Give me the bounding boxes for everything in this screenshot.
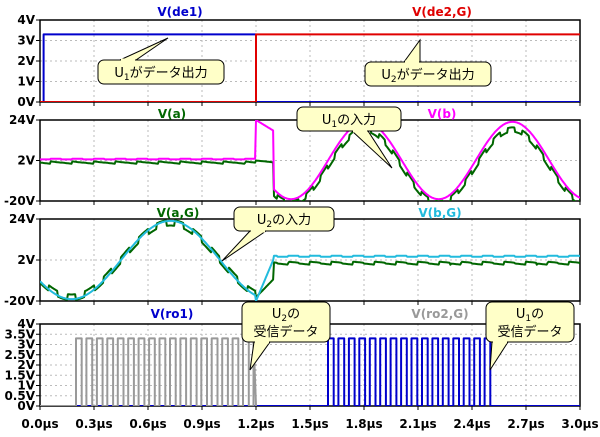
- callout-de-1: U2がデータ出力: [364, 38, 492, 87]
- callout-pointer: [403, 38, 421, 63]
- x-tick-label-0: 0.0µs: [21, 417, 58, 431]
- y-tick-label: 4V: [17, 13, 35, 27]
- callout-text: U2の入力: [257, 213, 311, 230]
- series-line-v-de1-: [40, 33, 580, 102]
- traces-de: [40, 33, 580, 102]
- callout-text: U2の: [272, 307, 300, 324]
- x-tick-label-1: 0.3µs: [75, 417, 112, 431]
- callout-join: [255, 340, 269, 344]
- callout-join: [405, 60, 419, 64]
- series-line-v-b-g-: [40, 219, 580, 301]
- x-tick-label-7: 2.1µs: [399, 417, 436, 431]
- callout-text: U1がデータ出力: [114, 65, 207, 83]
- series-label-v-a-: V(a): [158, 107, 186, 121]
- x-tick-label-4: 1.2µs: [237, 417, 274, 431]
- callout-join: [493, 340, 507, 344]
- x-tick-label-3: 0.9µs: [183, 417, 220, 431]
- y-tick-label: 0.5V: [4, 389, 35, 403]
- callout-join: [121, 58, 135, 62]
- callout-join: [353, 129, 367, 133]
- x-tick-label-6: 1.8µs: [345, 417, 382, 431]
- series-label-v-b-: V(b): [428, 107, 457, 121]
- y-tick-label: 2V: [17, 154, 35, 168]
- callout-abG-0: U2の入力: [221, 206, 335, 262]
- y-tick-label: -20V: [4, 294, 36, 308]
- y-tick-label: 24V: [9, 212, 36, 226]
- series-label-v-de2-g-: V(de2,G): [412, 5, 472, 19]
- callout-box: [296, 106, 402, 132]
- series-line-v-ro2-g-: [40, 337, 257, 406]
- callout-box: [364, 61, 492, 87]
- callout-text: 受信データ: [253, 324, 318, 340]
- series-line-v-a-: [40, 126, 580, 201]
- callout-text: U1の入力: [322, 113, 376, 130]
- x-tick-label-5: 1.5µs: [291, 417, 328, 431]
- series-label-v-de1-: V(de1): [157, 5, 202, 19]
- series-label-v-b-g-: V(b,G): [418, 206, 461, 220]
- x-tick-label-10: 3.0µs: [561, 417, 598, 431]
- y-tick-label: 2.5V: [4, 348, 35, 362]
- series-line-v-de2-g-: [40, 33, 580, 102]
- callout-text: U1の: [516, 307, 544, 324]
- panel-abG: 24V 2V -20V V(a,G) V(b,G): [4, 206, 581, 308]
- y-tick-label: 24V: [9, 113, 36, 127]
- traces-abG: [40, 219, 580, 301]
- callout-box: [485, 301, 575, 343]
- y-tick-label: 1V: [17, 75, 35, 89]
- y-tick-label: 4V: [17, 317, 35, 331]
- y-tick-label: 2V: [17, 358, 35, 372]
- callout-text: U2がデータ出力: [381, 67, 474, 85]
- callout-pointer: [119, 37, 169, 61]
- y-tick-label: 3.5V: [4, 327, 35, 341]
- panel-de: 4V 3V 2V 1V 0V V(de1) V(de2,G): [17, 5, 581, 109]
- panel-ab: 24V 2V -20V V(a) V(b): [4, 107, 581, 208]
- y-tick-label: 2V: [17, 253, 35, 267]
- callout-pointer: [489, 341, 509, 371]
- series-label-v-ro1-: V(ro1): [151, 307, 194, 321]
- series-line-v-a-g-: [40, 219, 580, 301]
- callout-de-0: U1がデータ出力: [97, 37, 225, 85]
- y-tick-label: 1.5V: [4, 368, 35, 382]
- callout-pointer: [249, 341, 271, 371]
- traces-ab: [40, 120, 580, 201]
- callout-box: [241, 301, 331, 343]
- y-tick-label: 2V: [17, 54, 35, 68]
- y-tick-label: 3V: [17, 34, 35, 48]
- callout-text: 受信データ: [497, 324, 562, 340]
- series-line-v-ro1-: [40, 337, 580, 406]
- callout-join: [251, 229, 265, 233]
- y-tick-label: 3V: [17, 338, 35, 352]
- y-tick-label: 0V: [17, 95, 35, 109]
- x-tick-label-8: 2.4µs: [453, 417, 490, 431]
- x-tick-label-2: 0.6µs: [129, 417, 166, 431]
- series-label-v-ro2-g-: V(ro2,G): [411, 307, 468, 321]
- traces-ro: [40, 337, 580, 406]
- callout-pointer: [221, 230, 268, 262]
- y-tick-label: 1V: [17, 379, 35, 393]
- y-tick-label: 0V: [17, 399, 35, 413]
- series-label-v-a-g-: V(a,G): [157, 206, 200, 220]
- y-tick-label: -20V: [4, 194, 36, 208]
- callout-ab-0: U1の入力: [296, 106, 402, 169]
- callout-box: [233, 206, 335, 232]
- x-tick-label-9: 2.7µs: [507, 417, 544, 431]
- callout-box: [97, 59, 225, 85]
- series-line-v-b-: [40, 120, 580, 201]
